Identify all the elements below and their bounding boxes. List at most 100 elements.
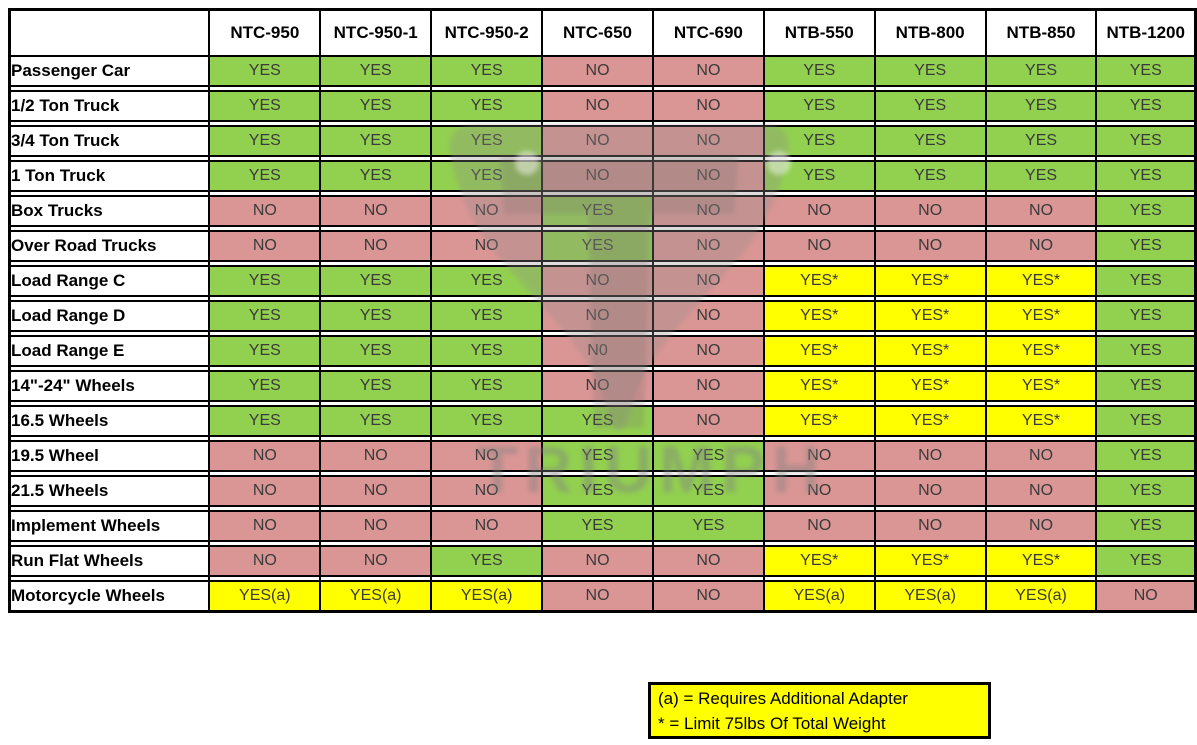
spacer-cell [430,85,544,92]
table-body: Passenger Car YES YES YES NO NO YES YES YES YES 1/… [8,55,1197,612]
compat-cell: YES [1095,230,1197,262]
compat-cell: NO [873,230,987,262]
legend-box: (a) = Requires Additional Adapter * = Li… [648,682,991,739]
spacer-cell [541,435,654,442]
compat-cell: YES [430,90,544,122]
spacer-cell [208,435,322,442]
spacer-cell [984,155,1098,162]
spacer-cell [541,365,654,372]
spacer-cell [1095,470,1197,477]
spacer-row [8,365,1197,372]
spacer-cell [8,435,211,442]
spacer-cell [430,190,544,197]
compat-cell: YES [208,405,322,437]
compat-cell: NO [873,510,987,542]
compat-cell: YES [1095,545,1197,577]
spacer-row [8,435,1197,442]
row-label: 21.5 Wheels [8,475,211,507]
spacer-cell [1095,295,1197,302]
table-row: Load Range D YES YES YES NO NO YES* YES* YES* YES [8,300,1197,332]
spacer-cell [430,330,544,337]
spacer-cell [984,295,1098,302]
compat-cell: YES [762,90,876,122]
spacer-cell [319,575,433,582]
spacer-cell [651,505,765,512]
spacer-cell [762,470,876,477]
spacer-cell [319,85,433,92]
spacer-cell [8,400,211,407]
spacer-cell [8,505,211,512]
compat-cell: YES(a) [762,580,876,612]
compat-cell: YES [762,125,876,157]
compat-cell: YES [319,160,433,192]
compat-cell: YES [1095,335,1197,367]
spacer-cell [1095,435,1197,442]
compat-cell: YES* [873,405,987,437]
compat-cell: NO [651,90,765,122]
spacer-cell [8,470,211,477]
row-label: 16.5 Wheels [8,405,211,437]
spacer-cell [1095,85,1197,92]
spacer-cell [873,295,987,302]
spacer-cell [1095,400,1197,407]
compat-cell: YES [430,55,544,87]
compat-cell: YES [541,195,654,227]
spacer-cell [873,505,987,512]
compat-cell: YES(a) [208,580,322,612]
row-label: 3/4 Ton Truck [8,125,211,157]
compat-cell: NO [651,265,765,297]
compat-cell: NO [430,475,544,507]
spacer-row [8,295,1197,302]
compat-cell: YES* [762,405,876,437]
compat-cell: NO [984,195,1098,227]
table-row: Load Range C YES YES YES NO NO YES* YES* YES* YES [8,265,1197,297]
corner-cell [8,8,211,57]
row-label: 19.5 Wheel [8,440,211,472]
compat-cell: YES [984,55,1098,87]
table-header: NTC-950 NTC-950-1 NTC-950-2 NTC-650 NTC-690 N… [8,8,1197,57]
spacer-cell [319,120,433,127]
compat-cell: NO [430,510,544,542]
spacer-cell [430,155,544,162]
compat-cell: NO [541,265,654,297]
spacer-cell [984,365,1098,372]
compat-cell: YES(a) [319,580,433,612]
compat-cell: NO [651,405,765,437]
spacer-cell [208,260,322,267]
compat-cell: NO [319,475,433,507]
spacer-cell [541,295,654,302]
spacer-cell [430,120,544,127]
spacer-cell [541,225,654,232]
compat-cell: YES [319,300,433,332]
spacer-cell [1095,225,1197,232]
compat-cell: YES* [984,265,1098,297]
row-label: Run Flat Wheels [8,545,211,577]
compat-cell: NO [651,230,765,262]
table-row: 19.5 Wheel NO NO NO YES YES NO NO NO YES [8,440,1197,472]
spacer-cell [319,505,433,512]
spacer-cell [208,295,322,302]
spacer-cell [873,330,987,337]
compat-cell: NO [208,545,322,577]
column-header: NTB-550 [762,8,876,57]
compat-cell: NO [651,160,765,192]
compat-cell: NO [541,125,654,157]
compat-cell: NO [984,230,1098,262]
spacer-cell [1095,505,1197,512]
table-row: Run Flat Wheels NO NO YES NO NO YES* YES* YES* YE… [8,545,1197,577]
spacer-cell [873,155,987,162]
compat-cell: NO [208,440,322,472]
compat-cell: YES [430,300,544,332]
spacer-cell [8,365,211,372]
spacer-row [8,470,1197,477]
spacer-cell [762,190,876,197]
spacer-cell [208,540,322,547]
compat-cell: NO [873,440,987,472]
compat-cell: NO [541,545,654,577]
legend-line-weight: * = Limit 75lbs Of Total Weight [658,714,886,733]
spacer-cell [319,155,433,162]
table-row: 21.5 Wheels NO NO NO YES YES NO NO NO YES [8,475,1197,507]
table-row: Over Road Trucks NO NO NO YES NO NO NO NO YES [8,230,1197,262]
column-header: NTC-690 [651,8,765,57]
